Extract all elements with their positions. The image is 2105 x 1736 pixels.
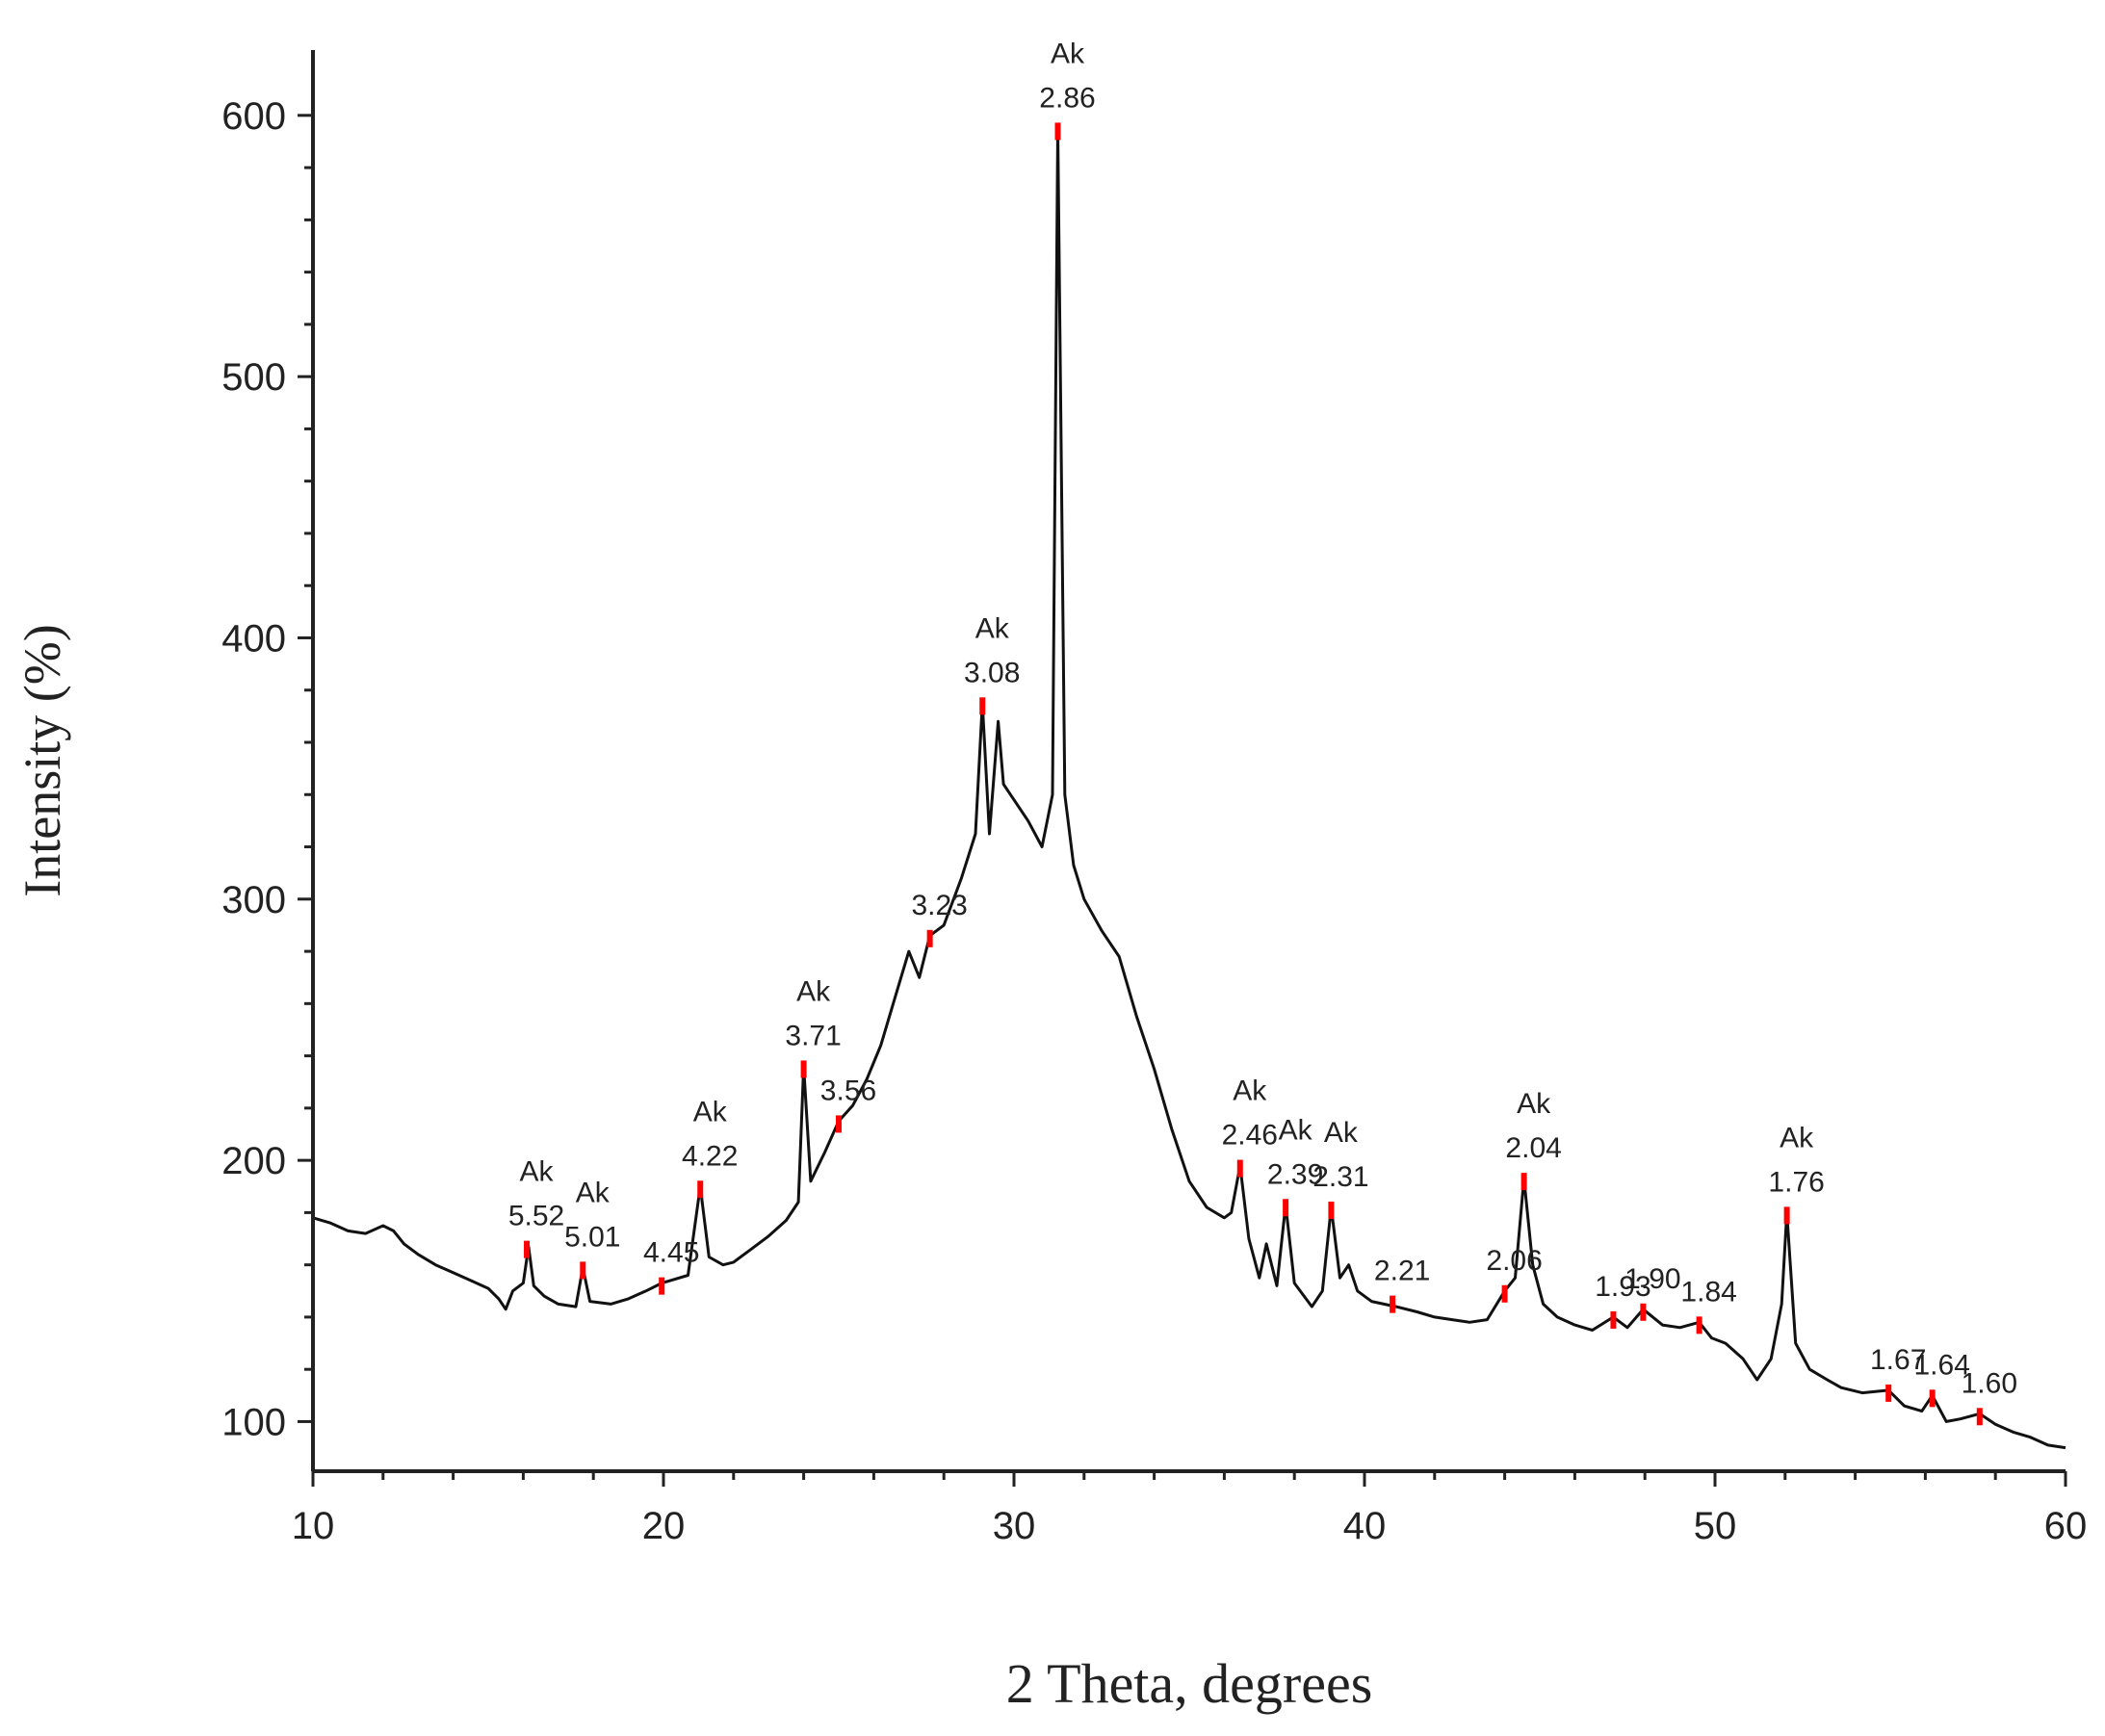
peak-marker — [1390, 1295, 1396, 1313]
y-tick-label: 100 — [221, 1401, 286, 1443]
peak-d-spacing-label: 5.52 — [508, 1201, 564, 1232]
peak-marker — [697, 1180, 704, 1199]
peak-marker — [1783, 1206, 1790, 1225]
peak-marker — [1328, 1201, 1335, 1219]
peak-marker — [1054, 122, 1061, 141]
peak-d-spacing-label: 1.90 — [1624, 1263, 1680, 1295]
peak-phase-label: Ak — [1517, 1088, 1551, 1120]
peak-phase-label: Ak — [1780, 1122, 1814, 1153]
y-tick-label: 200 — [221, 1140, 286, 1182]
peak-marker — [1929, 1389, 1936, 1408]
peak-d-spacing-label: 4.45 — [643, 1237, 699, 1269]
peak-annotations: 5.52 Ak 5.01 Ak 4.45 4.22 Ak 3.71 Ak 3.56 3.23 3.08… — [508, 38, 2017, 1426]
peak-d-spacing-label: 4.22 — [682, 1140, 738, 1172]
peak-marker — [1283, 1199, 1289, 1217]
y-tick-label: 600 — [221, 95, 286, 138]
peak-d-spacing-label: 2.39 — [1267, 1158, 1323, 1190]
peak-d-spacing-label: 5.01 — [564, 1221, 620, 1253]
peak-d-spacing-label: 1.67 — [1870, 1344, 1926, 1376]
peak-d-spacing-label: 2.06 — [1486, 1245, 1542, 1277]
peak-phase-label: Ak — [1051, 38, 1085, 69]
peak-phase-label: Ak — [796, 975, 831, 1007]
peak-d-spacing-label: 3.08 — [964, 657, 1020, 688]
peak-d-spacing-label: 3.23 — [911, 890, 967, 921]
y-tick-label: 400 — [221, 617, 286, 660]
peak-d-spacing-label: 2.46 — [1222, 1120, 1278, 1152]
peak-phase-label: Ak — [1324, 1117, 1359, 1149]
x-axis-title: 2 Theta, degrees — [1006, 1652, 1373, 1715]
y-axis-title: Intensity (%) — [13, 624, 71, 896]
peak-phase-label: Ak — [975, 612, 1010, 644]
y-tick-label: 500 — [221, 356, 286, 399]
peak-d-spacing-label: 3.56 — [820, 1075, 876, 1106]
peak-marker — [1610, 1310, 1617, 1329]
peak-marker — [800, 1060, 807, 1078]
data-series-line — [312, 126, 2066, 1450]
peak-d-spacing-label: 3.71 — [785, 1020, 841, 1051]
x-axis-ticks: 10 20 30 40 50 60 — [292, 1471, 2088, 1547]
peak-marker — [580, 1261, 586, 1280]
x-tick-label: 30 — [993, 1505, 1036, 1547]
peak-marker — [1501, 1284, 1508, 1303]
peak-marker — [1696, 1316, 1702, 1334]
peak-d-spacing-label: 1.60 — [1962, 1367, 2017, 1399]
x-tick-label: 60 — [2044, 1505, 2088, 1547]
peak-marker — [1885, 1384, 1892, 1402]
peak-marker — [659, 1277, 665, 1295]
peak-d-spacing-label: 2.21 — [1374, 1256, 1430, 1287]
peak-phase-label: Ak — [693, 1096, 728, 1127]
peak-marker — [1236, 1159, 1243, 1178]
peak-marker — [524, 1240, 531, 1258]
peak-marker — [926, 929, 933, 947]
y-tick-label: 300 — [221, 879, 286, 921]
peak-d-spacing-label: 2.31 — [1312, 1161, 1368, 1193]
x-tick-label: 50 — [1694, 1505, 1737, 1547]
peak-marker — [979, 697, 986, 715]
peak-d-spacing-label: 1.93 — [1595, 1271, 1650, 1303]
y-axis-ticks: 100 200 300 400 500 600 — [221, 95, 313, 1443]
peak-marker — [1976, 1408, 1983, 1426]
x-tick-label: 10 — [292, 1505, 335, 1547]
peak-phase-label: Ak — [576, 1177, 611, 1208]
peak-d-spacing-label: 2.04 — [1505, 1132, 1561, 1164]
peak-d-spacing-label: 2.86 — [1039, 82, 1095, 114]
peak-d-spacing-label: 1.84 — [1680, 1276, 1736, 1308]
peak-marker — [1640, 1303, 1647, 1321]
peak-phase-label: Ak — [1279, 1114, 1313, 1146]
peak-d-spacing-label: 1.76 — [1768, 1166, 1824, 1198]
plot-area — [312, 126, 2066, 1450]
peak-marker — [1520, 1173, 1527, 1191]
peak-phase-label: Ak — [1233, 1075, 1267, 1107]
peak-marker — [836, 1115, 842, 1133]
peak-phase-label: Ak — [520, 1156, 555, 1188]
peak-d-spacing-label: 1.64 — [1913, 1349, 1969, 1381]
x-tick-label: 40 — [1343, 1505, 1387, 1547]
x-tick-label: 20 — [642, 1505, 686, 1547]
